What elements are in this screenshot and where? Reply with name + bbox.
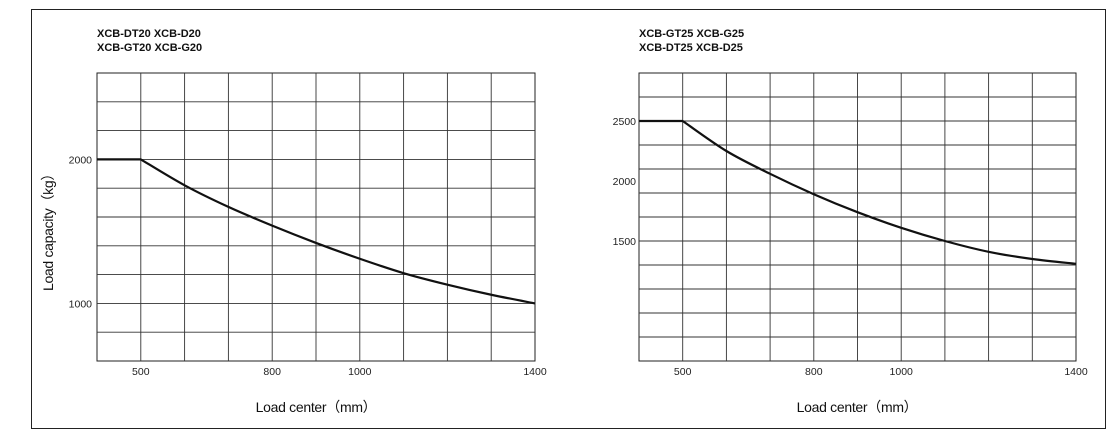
chart-title-line: XCB-DT20 XCB-D20 [97, 28, 201, 40]
y-tick-label: 2000 [69, 154, 93, 166]
x-tick-label: 800 [805, 366, 823, 378]
y-tick-label: 2000 [613, 176, 637, 188]
y-tick-label: 1500 [613, 236, 637, 248]
x-tick-label: 800 [263, 366, 281, 378]
x-axis-label: Load center（mm） [256, 399, 377, 415]
x-tick-label: 500 [674, 366, 692, 378]
y-axis-label: Load capacity（kg） [40, 167, 56, 291]
y-tick-label: 2500 [613, 116, 637, 128]
x-tick-label: 1400 [523, 366, 547, 378]
x-tick-label: 500 [132, 366, 150, 378]
chart-title-line: XCB-DT25 XCB-D25 [639, 42, 743, 54]
chart-panel-right: XCB-GT25 XCB-G25 XCB-DT25 XCB-D25 500 800 10… [613, 28, 1088, 415]
x-axis-label: Load center（mm） [797, 399, 918, 415]
x-tick-label: 1000 [890, 366, 914, 378]
chart-panel-left: XCB-DT20 XCB-D20 XCB-GT20 XCB-G20 500 800 10… [40, 28, 547, 415]
load-capacity-curve [97, 158, 536, 305]
chart-title-line: XCB-GT20 XCB-G20 [97, 42, 202, 54]
load-capacity-curve [639, 119, 1077, 265]
x-tick-label: 1000 [348, 366, 372, 378]
y-tick-label: 1000 [69, 298, 93, 310]
x-tick-label: 1400 [1064, 366, 1088, 378]
chart-title-line: XCB-GT25 XCB-G25 [639, 28, 744, 40]
